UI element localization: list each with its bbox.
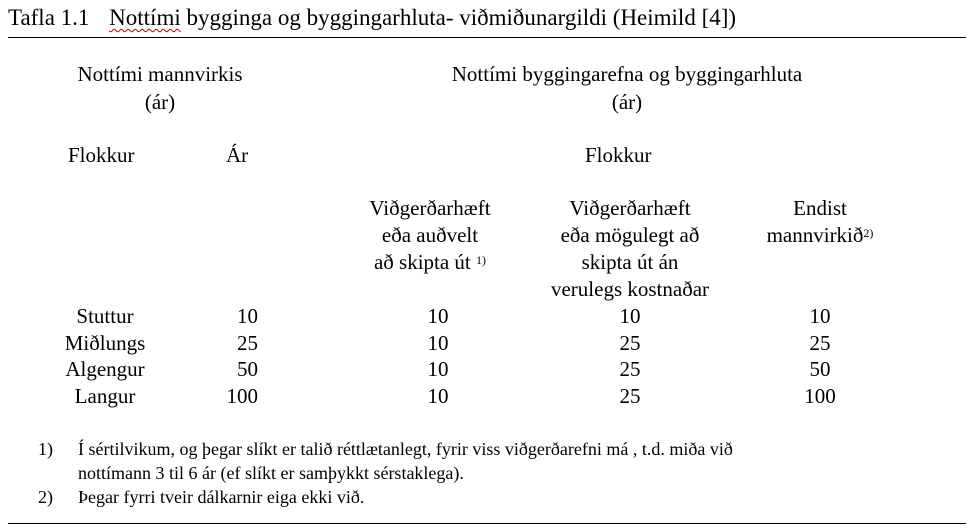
cell-ar: 50 [237, 357, 258, 381]
footnote-1-marker: 1) [38, 439, 53, 459]
cell-col5: 100 [804, 383, 836, 408]
cell-col3: 10 [427, 304, 449, 328]
group-header-materials-line2: (ár) [611, 90, 643, 114]
footnote-ref-2: 2) [863, 226, 874, 240]
cell-flokkur: Miðlungs [64, 330, 146, 355]
table-row: Langur 100 10 25 100 [0, 383, 976, 410]
footnote-1: 1) Í sértilvikum, og þegar slíkt er talið… [38, 437, 733, 485]
table-number: Tafla 1.1 [8, 5, 90, 30]
header-col4-line3: skipta út án [581, 250, 679, 274]
cell-flokkur: Algengur [65, 357, 145, 381]
table-row: Stuttur 10 10 10 10 [0, 303, 976, 330]
cell-flokkur: Langur [74, 383, 136, 408]
header-flokkur-right: Flokkur [585, 143, 652, 167]
footnote-1-line1: Í sértilvikum, og þegar slíkt er talið r… [78, 439, 733, 459]
table-title: Tafla 1.1 Nottími bygginga og byggingarh… [8, 5, 736, 31]
cell-col4: 25 [619, 357, 641, 381]
title-text: bygginga og byggingarhluta- viðmiðunargi… [186, 5, 737, 30]
cell-col3: 10 [427, 330, 449, 355]
cell-col5: 50 [809, 357, 831, 381]
footnote-1-line2: nottímann 3 til 6 ár (ef slíkt er samþyk… [78, 463, 464, 483]
header-col5-line2-text: mannvirkið [766, 223, 864, 247]
bottom-rule [8, 523, 966, 524]
title-word-flagged: Nottími [109, 5, 181, 30]
group-header-materials-line1: Nottími byggingarefna og byggingarhluta [451, 62, 803, 86]
header-col5-line1: Endist [793, 196, 847, 220]
group-header-materials: Nottími byggingarefna og byggingarhluta … [400, 60, 854, 116]
footnote-2-line1: Þegar fyrri tveir dálkarnir eiga ekki vi… [78, 487, 365, 507]
cell-col4: 25 [619, 383, 641, 408]
footnote-2-marker: 2) [38, 487, 53, 507]
header-col-repairable-possible: Viðgerðarhæft eða mögulegt að skipta út … [530, 195, 730, 303]
group-header-structure-line2: (ár) [144, 90, 176, 114]
header-col3-line3: að skipta út 1) [350, 249, 510, 276]
header-col5-line2: mannvirkið2) [740, 222, 900, 249]
table-row: Algengur 50 10 25 50 [0, 356, 976, 383]
header-col3-line1: Viðgerðarhæft [369, 196, 491, 220]
top-rule [8, 37, 966, 38]
header-col4-line1: Viðgerðarhæft [569, 196, 691, 220]
table-row: Miðlungs 25 10 25 25 [0, 330, 976, 357]
header-ar: Ár [226, 143, 249, 167]
cell-col5: 10 [809, 304, 831, 328]
cell-ar: 25 [237, 330, 258, 355]
table-body: Stuttur 10 10 10 10 Miðlungs 25 10 25 25… [0, 303, 976, 409]
cell-flokkur: Stuttur [76, 304, 134, 328]
footnote-2: 2) Þegar fyrri tveir dálkarnir eiga ekki … [38, 485, 364, 509]
group-header-structure-line1: Nottími mannvirkis [77, 62, 243, 86]
cell-col4: 10 [619, 304, 641, 328]
header-col4-line4: verulegs kostnaðar [550, 277, 710, 301]
footnote-ref-1: 1) [476, 253, 487, 267]
cell-ar: 10 [237, 304, 258, 328]
header-col-repairable-easy: Viðgerðarhæft eða auðvelt að skipta út 1… [350, 195, 510, 276]
cell-col5: 25 [809, 330, 831, 355]
cell-col3: 10 [427, 383, 449, 408]
cell-col3: 10 [427, 357, 449, 381]
header-flokkur-left: Flokkur [68, 143, 135, 167]
header-col3-line2: eða auðvelt [381, 223, 479, 247]
header-col3-line3-text: að skipta út [373, 250, 471, 274]
group-header-structure: Nottími mannvirkis (ár) [40, 60, 280, 116]
header-col4-line2: eða mögulegt að [560, 223, 700, 247]
cell-col4: 25 [619, 330, 641, 355]
cell-ar: 100 [226, 383, 259, 408]
header-col-lasts-structure: Endist mannvirkið2) [740, 195, 900, 249]
